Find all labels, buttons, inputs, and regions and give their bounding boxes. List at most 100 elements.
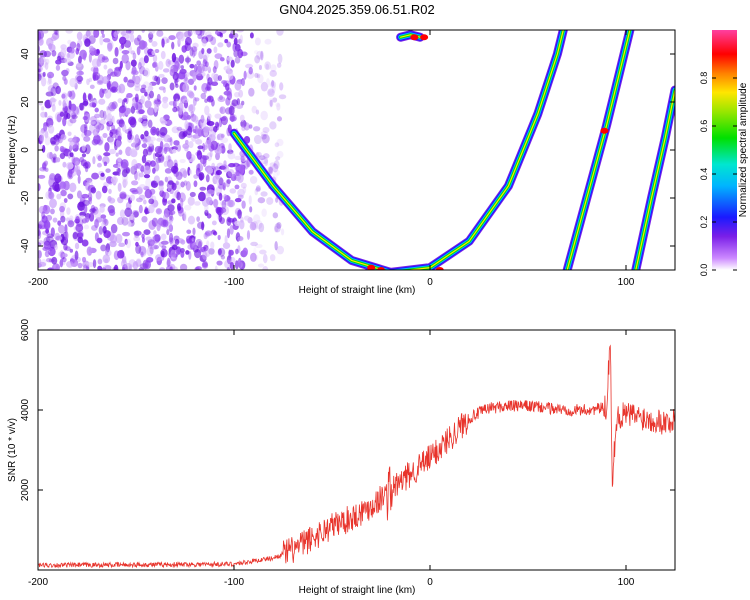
noise-speck <box>47 125 55 134</box>
noise-speck <box>152 167 156 174</box>
noise-speck <box>109 148 116 155</box>
noise-speck <box>195 138 203 145</box>
noise-speck <box>148 82 153 89</box>
noise-speck <box>258 222 265 233</box>
noise-speck <box>41 211 46 219</box>
noise-speck <box>142 120 149 129</box>
noise-speck <box>221 164 228 171</box>
noise-speck <box>164 119 173 127</box>
noise-speck <box>109 131 114 137</box>
noise-speckle <box>38 30 287 270</box>
noise-speck <box>169 266 173 270</box>
noise-speck <box>171 41 175 50</box>
noise-speck <box>206 121 215 126</box>
noise-speck <box>262 161 269 167</box>
noise-speck <box>60 134 67 141</box>
noise-speck <box>67 39 72 45</box>
noise-speck <box>236 30 244 33</box>
noise-speck <box>117 157 122 163</box>
noise-speck <box>219 217 225 225</box>
noise-speck <box>251 220 259 231</box>
noise-speck <box>130 50 136 55</box>
noise-speck <box>117 167 121 177</box>
noise-speck <box>182 98 189 104</box>
noise-speck <box>83 123 88 129</box>
noise-speck <box>234 81 242 91</box>
noise-speck <box>196 70 203 76</box>
noise-speck <box>149 90 154 99</box>
noise-speck <box>43 204 51 215</box>
noise-speck <box>78 102 84 111</box>
bottom-x-axis-label: Height of straight line (km) <box>299 585 416 596</box>
noise-speck <box>92 128 99 137</box>
noise-speck <box>265 63 270 70</box>
noise-speck <box>210 36 217 46</box>
noise-speck <box>106 123 111 131</box>
noise-speck <box>119 60 123 69</box>
noise-speck <box>59 152 66 160</box>
noise-speck <box>192 115 199 123</box>
noise-speck <box>203 89 207 94</box>
noise-speck <box>39 166 47 172</box>
noise-speck <box>255 109 260 115</box>
noise-speck <box>206 152 213 162</box>
noise-speck <box>129 213 135 220</box>
noise-speck <box>252 126 261 132</box>
noise-speck <box>74 242 80 250</box>
noise-speck <box>219 57 225 62</box>
noise-speck <box>41 144 46 153</box>
noise-speck <box>51 104 56 113</box>
noise-speck <box>233 37 238 46</box>
noise-speck <box>112 57 119 65</box>
noise-speck <box>189 191 196 198</box>
noise-speck <box>76 70 85 76</box>
noise-speck <box>58 224 65 234</box>
noise-speck <box>248 87 255 97</box>
noise-speck <box>101 76 110 84</box>
noise-speck <box>102 254 111 264</box>
noise-speck <box>119 249 124 258</box>
noise-speck <box>171 253 178 258</box>
noise-speck <box>219 165 226 170</box>
noise-speck <box>164 176 169 183</box>
noise-speck <box>274 225 279 233</box>
noise-speck <box>53 263 57 269</box>
noise-speck <box>154 162 160 172</box>
noise-speck <box>129 148 138 157</box>
noise-speck <box>93 66 99 76</box>
noise-speck <box>116 250 125 259</box>
noise-speck <box>49 185 58 190</box>
noise-speck <box>234 184 240 190</box>
noise-speck <box>69 182 77 193</box>
noise-speck <box>204 61 209 68</box>
noise-speck <box>204 230 213 236</box>
noise-speck <box>136 46 141 56</box>
noise-speck <box>138 204 143 214</box>
noise-speck <box>187 103 196 114</box>
noise-speck <box>38 224 42 230</box>
noise-speck <box>262 127 270 134</box>
noise-speck <box>264 156 269 167</box>
noise-speck <box>260 131 269 137</box>
noise-speck <box>154 104 158 113</box>
noise-speck <box>191 134 197 142</box>
snr-series-line <box>38 344 675 569</box>
noise-speck <box>169 82 175 91</box>
noise-speck <box>141 215 148 223</box>
noise-speck <box>134 75 141 85</box>
noise-speck <box>97 155 103 162</box>
noise-speck <box>74 250 79 261</box>
noise-speck <box>189 46 194 57</box>
noise-speck <box>158 73 165 78</box>
noise-speck <box>248 169 254 175</box>
noise-speck <box>171 182 177 191</box>
noise-speck <box>218 184 225 190</box>
noise-speck <box>234 165 241 171</box>
noise-speck <box>141 118 148 127</box>
noise-speck <box>141 155 147 164</box>
noise-speck <box>138 267 145 270</box>
noise-speck <box>173 249 179 258</box>
noise-speck <box>100 118 106 125</box>
noise-speck <box>217 234 221 241</box>
noise-speck <box>228 33 234 39</box>
